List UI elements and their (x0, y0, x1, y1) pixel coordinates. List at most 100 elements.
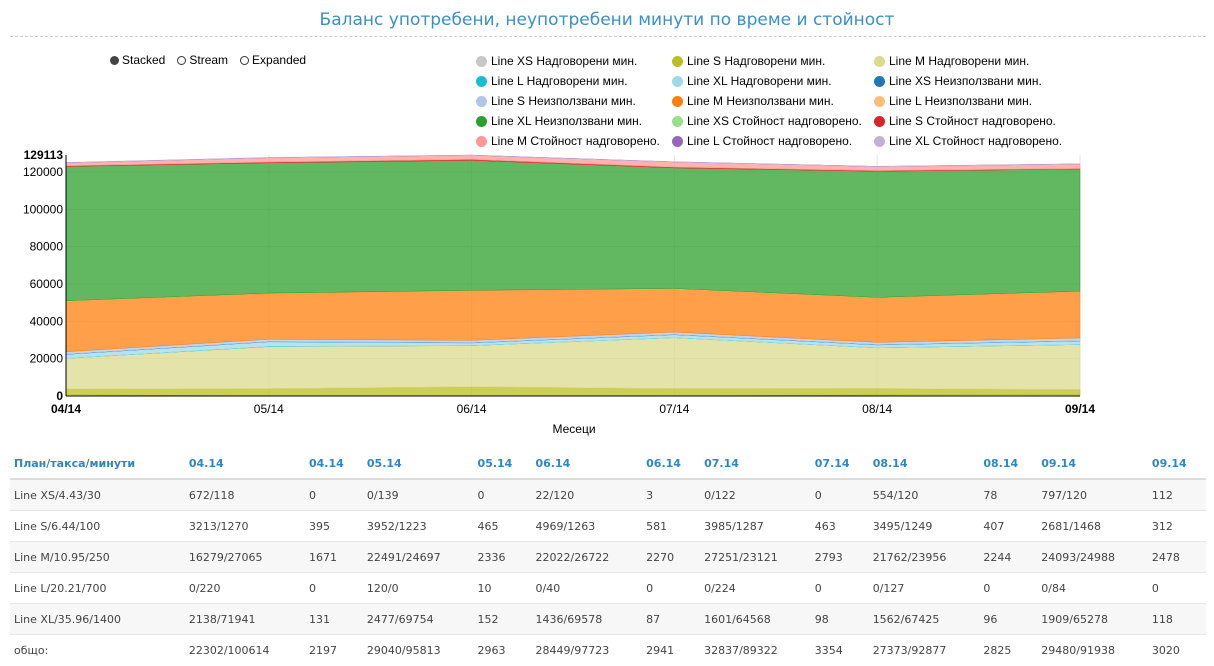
table-cell: 0 (473, 479, 532, 511)
legend-label: Line L Неизползвани мин. (889, 94, 1033, 108)
area-series (65, 154, 1081, 167)
legend-item[interactable]: Line M Надговорени мин. (874, 53, 1074, 69)
table-row: Line L/20.21/700 0/220 0 120/0 10 0/40 0 0/224 0… (10, 572, 1206, 604)
y-tick-label: 60000 (30, 277, 64, 291)
legend-item[interactable]: Line S Неизползвани мин. (476, 93, 672, 109)
x-tick-label: 07/14 (659, 402, 689, 416)
table-cell: 2270 (642, 541, 701, 573)
table-cell: 2793 (810, 541, 869, 573)
y-tick-label: 100000 (23, 202, 63, 216)
table-cell: 581 (642, 510, 701, 542)
table-cell: 0/139 (362, 479, 474, 511)
legend-item[interactable]: Line S Стойност надговорено. (874, 113, 1074, 129)
table-total-cell: 2825 (979, 634, 1038, 665)
table-total-row: общо: 22302/100614 2197 29040/95813 2963 2844… (10, 634, 1206, 665)
table-total-cell: 3354 (810, 634, 869, 665)
legend-dot-icon (476, 55, 487, 67)
legend-label: Line S Надговорени мин. (687, 54, 826, 68)
x-tick-label: 09/14 (1065, 402, 1095, 416)
table-cell: 1909/65278 (1037, 603, 1148, 635)
legend-label: Line L Стойност надговорено. (687, 134, 853, 148)
chart-title: Баланс употребени, неупотребени минути п… (319, 10, 895, 30)
table-row: Line XL/35.96/1400 2138/71941 131 2477/6975… (10, 603, 1206, 635)
y-tick-label: 80000 (30, 240, 64, 254)
table-total-cell: 29480/91938 (1037, 634, 1148, 665)
table-total-cell: 2197 (304, 634, 363, 665)
table-total-cell: 22302/100614 (184, 634, 305, 665)
table-cell: Line M/10.95/250 (10, 541, 185, 573)
table-header-cell: 08.14 (979, 448, 1038, 480)
control-stacked[interactable]: Stacked (110, 53, 165, 67)
table-cell: 3985/1287 (700, 510, 811, 542)
data-table: План/такса/минути 04.14 04.14 05.14 05.14 06.… (10, 448, 1206, 665)
table-header-cell: 07.14 (810, 448, 869, 480)
table-cell: 672/118 (184, 479, 305, 511)
legend-dot-icon (476, 75, 487, 87)
control-stream[interactable]: Stream (177, 53, 228, 67)
table-cell: 2478 (1147, 541, 1206, 573)
x-tick-label: 05/14 (254, 402, 284, 416)
legend-label: Line M Стойност надговорено. (491, 134, 660, 148)
table-cell: 22022/26722 (531, 541, 643, 573)
x-tick-label: 04/14 (51, 402, 81, 416)
legend-dot-icon (672, 55, 683, 67)
control-expanded[interactable]: Expanded (240, 53, 306, 67)
legend-dot-icon (874, 75, 885, 87)
x-tick-label: 06/14 (457, 402, 487, 416)
table-row: Line S/6.44/100 3213/1270 395 3952/1223 465 4… (10, 510, 1206, 542)
table-cell: 1671 (304, 541, 363, 573)
table-cell: 0/122 (700, 479, 811, 511)
y-tick-label: 0 (56, 389, 63, 403)
stack-mode-controls: Stacked Stream Expanded (110, 53, 306, 67)
table-cell: 0/220 (184, 572, 305, 604)
table-cell: 3213/1270 (184, 510, 305, 542)
table-cell: 0 (810, 479, 869, 511)
legend-item[interactable]: Line XL Надговорени мин. (672, 73, 874, 89)
legend-item[interactable]: Line L Надговорени мин. (476, 73, 672, 89)
legend-label: Line XS Неизползвани мин. (889, 74, 1042, 88)
legend-dot-icon (874, 135, 885, 147)
table-cell: 87 (642, 603, 701, 635)
table-cell: 118 (1147, 603, 1206, 635)
legend-item[interactable]: Line XL Неизползвани мин. (476, 113, 672, 129)
control-expanded-label: Expanded (252, 53, 307, 67)
table-header-cell: 04.14 (304, 448, 363, 480)
table-cell: 312 (1147, 510, 1206, 542)
table-header-cell: 09.14 (1147, 448, 1206, 480)
y-max-label: 129113 (24, 148, 64, 162)
table-total-cell: 2941 (642, 634, 701, 665)
legend-item[interactable]: Line S Надговорени мин. (672, 53, 874, 69)
legend-dot-icon (874, 55, 885, 67)
table-total-cell: 27373/92877 (868, 634, 980, 665)
table-header-cell: 07.14 (700, 448, 811, 480)
table-header-cell: 08.14 (868, 448, 980, 480)
legend-dot-icon (672, 95, 683, 107)
y-tick-label: 120000 (23, 165, 63, 179)
legend-label: Line M Неизползвани мин. (687, 94, 834, 108)
legend-item[interactable]: Line XS Неизползвани мин. (874, 73, 1074, 89)
legend-label: Line XS Надговорени мин. (491, 54, 638, 68)
legend-label: Line XL Надговорени мин. (687, 74, 832, 88)
chart-legend: Line XS Надговорени мин. Line S Надговоре… (476, 53, 1074, 149)
table-cell: 465 (473, 510, 532, 542)
legend-item[interactable]: Line XS Надговорени мин. (476, 53, 672, 69)
table-cell: Line XS/4.43/30 (10, 479, 185, 511)
legend-item[interactable]: Line XL Стойност надговорено. (874, 133, 1074, 149)
legend-item[interactable]: Line L Стойност надговорено. (672, 133, 874, 149)
table-cell: 22/120 (531, 479, 643, 511)
table-cell: 554/120 (868, 479, 980, 511)
table-cell: 2681/1468 (1037, 510, 1148, 542)
legend-item[interactable]: Line XS Стойност надговорено. (672, 113, 874, 129)
legend-dot-icon (476, 115, 487, 127)
control-stream-label: Stream (189, 53, 229, 67)
table-cell: 797/120 (1037, 479, 1148, 511)
table-cell: 10 (473, 572, 532, 604)
radio-stacked-icon (110, 55, 119, 65)
table-cell: 395 (304, 510, 363, 542)
legend-item[interactable]: Line M Стойност надговорено. (476, 133, 672, 149)
table-total-cell: 28449/97723 (531, 634, 643, 665)
legend-item[interactable]: Line L Неизползвани мин. (874, 93, 1074, 109)
legend-item[interactable]: Line M Неизползвани мин. (672, 93, 874, 109)
table-cell: 96 (979, 603, 1038, 635)
table-cell: 2477/69754 (362, 603, 474, 635)
